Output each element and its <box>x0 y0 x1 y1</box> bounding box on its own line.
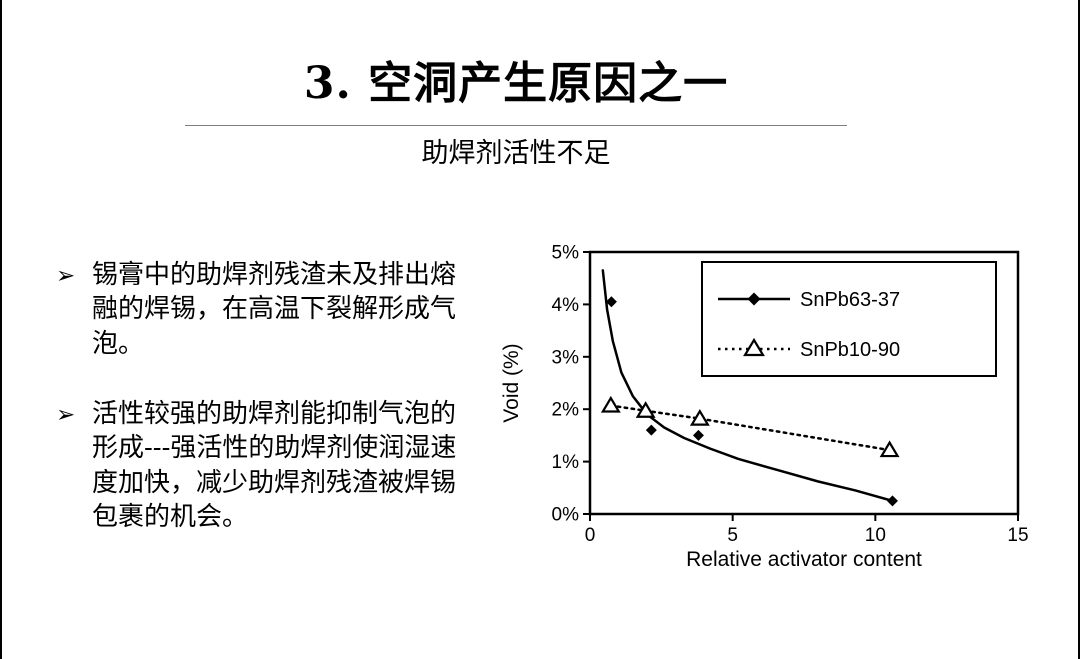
legend-triangle-icon <box>743 337 765 357</box>
bullet-list: ➢ 锡膏中的助焊剂残渣未及排出熔融的焊锡，在高温下裂解形成气泡。 ➢ 活性较强的… <box>56 258 460 534</box>
slide-header: 3. 空洞产生原因之一 助焊剂活性不足 <box>0 56 1032 170</box>
bullet-text-1: 锡膏中的助焊剂残渣未及排出熔融的焊锡，在高温下裂解形成气泡。 <box>92 260 457 359</box>
x-axis-title: Relative activator content <box>686 548 922 571</box>
legend-box <box>701 261 997 377</box>
series-line-SnPb63-37 <box>601 269 894 503</box>
y-tick-label: 3% <box>552 347 580 368</box>
diamond-marker <box>692 429 704 441</box>
triangle-marker <box>879 440 900 458</box>
y-axis-title: Void (%) <box>500 343 523 422</box>
triangle-marker <box>635 401 656 418</box>
y-tick-label: 4% <box>552 295 580 316</box>
y-tick-label: 1% <box>552 452 580 473</box>
slide-right-edge <box>1078 0 1080 659</box>
x-tick-label: 0 <box>585 525 596 546</box>
y-tick-label: 0% <box>552 505 580 526</box>
triangle-marker <box>600 395 621 413</box>
y-tick-label: 2% <box>552 400 580 421</box>
series-line-SnPb10-90 <box>609 404 891 452</box>
bullet-text-2: 活性较强的助焊剂能抑制气泡的形成---强活性的助焊剂使润湿速度加快，减少助焊剂残… <box>92 398 457 532</box>
plot-border <box>588 250 1020 516</box>
void-chart-svg: 0% 1% 2% 3% 4% 5% 0 5 10 15 Void (%) Relative act… <box>500 243 1029 572</box>
void-chart: 0% 1% 2% 3% 4% 5% 0 5 10 15 Void (%) Relative act… <box>478 236 1078 606</box>
arrow-bullet-icon: ➢ <box>56 401 76 428</box>
bullet-item-2: ➢ 活性较强的助焊剂能抑制气泡的形成---强活性的助焊剂使润湿速度加快，减少助焊… <box>56 397 460 534</box>
title-underline <box>185 125 847 126</box>
x-tick-label: 10 <box>865 525 886 546</box>
diamond-marker <box>886 495 898 507</box>
x-tick-label: 15 <box>1007 525 1028 546</box>
arrow-bullet-icon: ➢ <box>56 263 76 289</box>
chart-legend: SnPb63-37 SnPb10-90 <box>701 261 997 377</box>
slide-title: 3. 空洞产生原因之一 <box>303 58 729 109</box>
chart-axes: 0% 1% 2% 3% 4% 5% 0 5 10 15 <box>552 243 1029 547</box>
diamond-marker <box>645 424 657 436</box>
triangle-marker <box>689 408 710 426</box>
x-tick-label: 5 <box>727 525 738 546</box>
legend-label-1: SnPb63-37 <box>800 289 900 311</box>
slide-left-edge <box>0 0 2 659</box>
legend-label-2: SnPb10-90 <box>800 339 900 361</box>
slide-subtitle: 助焊剂活性不足 <box>421 138 611 169</box>
legend-diamond-icon <box>747 292 761 306</box>
y-tick-label: 5% <box>552 243 580 264</box>
bullet-item-1: ➢ 锡膏中的助焊剂残渣未及排出熔融的焊锡，在高温下裂解形成气泡。 <box>56 258 460 361</box>
diamond-marker <box>605 296 617 308</box>
chart-series <box>600 269 900 507</box>
